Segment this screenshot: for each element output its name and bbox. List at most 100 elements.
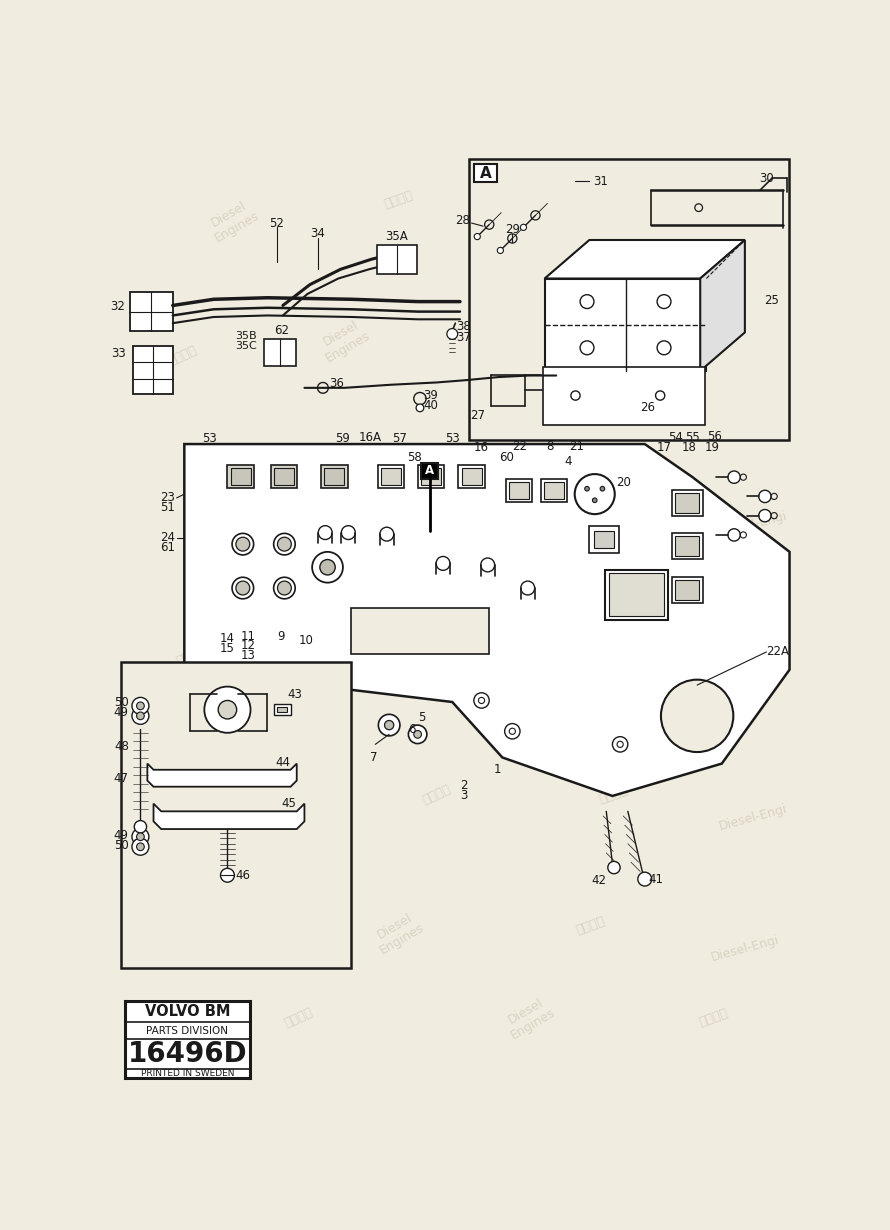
Circle shape <box>378 715 400 736</box>
Circle shape <box>205 686 251 733</box>
Text: 42: 42 <box>591 875 606 887</box>
Polygon shape <box>148 764 296 787</box>
Text: 36: 36 <box>329 376 344 390</box>
Text: 22A: 22A <box>765 646 789 658</box>
Text: 30: 30 <box>759 172 773 184</box>
Text: 46: 46 <box>235 868 250 882</box>
Bar <box>458 465 485 488</box>
Circle shape <box>132 828 149 845</box>
Polygon shape <box>700 240 745 371</box>
Text: 12: 12 <box>240 640 255 652</box>
Bar <box>121 662 351 968</box>
Text: Diesel
Engines: Diesel Engines <box>316 316 373 364</box>
Text: Diesel
Engines: Diesel Engines <box>354 631 411 680</box>
Circle shape <box>320 560 336 574</box>
Text: 2: 2 <box>460 779 467 792</box>
Bar <box>469 159 789 440</box>
Text: 18: 18 <box>682 442 697 454</box>
Text: Diesel-Engi: Diesel-Engi <box>709 934 781 964</box>
Bar <box>263 338 296 367</box>
Text: 59: 59 <box>336 432 351 445</box>
Circle shape <box>661 680 733 752</box>
Text: 52: 52 <box>270 216 284 230</box>
Text: 9: 9 <box>278 630 285 643</box>
Polygon shape <box>184 444 789 796</box>
Text: 58: 58 <box>407 451 422 465</box>
Text: 45: 45 <box>281 797 296 811</box>
Bar <box>133 347 173 394</box>
Circle shape <box>132 707 149 724</box>
Text: 16496D: 16496D <box>127 1039 247 1068</box>
Text: Diesel
Engines: Diesel Engines <box>501 994 558 1042</box>
Bar <box>376 245 417 274</box>
Text: 35C: 35C <box>235 341 256 352</box>
Circle shape <box>417 403 424 412</box>
Text: 16A: 16A <box>359 430 382 444</box>
Text: 聚发动力: 聚发动力 <box>174 643 206 668</box>
Circle shape <box>132 697 149 715</box>
Text: PARTS DIVISION: PARTS DIVISION <box>146 1026 229 1036</box>
Circle shape <box>409 726 427 744</box>
Bar <box>675 536 700 556</box>
Bar <box>589 526 619 552</box>
Text: 聚发动力: 聚发动力 <box>620 483 653 506</box>
Text: A: A <box>425 465 434 477</box>
Bar <box>675 581 700 600</box>
Text: 50: 50 <box>114 695 129 708</box>
Text: Diesel-Engi: Diesel-Engi <box>717 802 789 833</box>
Bar <box>421 467 441 485</box>
Text: 54: 54 <box>668 432 683 444</box>
Text: 53: 53 <box>445 432 459 445</box>
Circle shape <box>509 728 515 734</box>
Circle shape <box>278 581 291 595</box>
Bar <box>271 465 296 488</box>
Bar <box>462 467 481 485</box>
Text: 聚发动力: 聚发动力 <box>683 221 715 244</box>
Circle shape <box>498 247 504 253</box>
Bar <box>672 491 702 517</box>
Text: Diesel-Engi: Diesel-Engi <box>540 198 611 229</box>
Text: 53: 53 <box>202 432 217 445</box>
Text: 39: 39 <box>424 389 438 402</box>
Circle shape <box>608 861 620 873</box>
Bar <box>351 608 490 654</box>
Text: 34: 34 <box>310 228 325 240</box>
Circle shape <box>759 509 771 522</box>
Bar <box>509 482 530 498</box>
Text: 16: 16 <box>473 442 489 454</box>
Text: 49: 49 <box>114 829 129 841</box>
Text: 48: 48 <box>114 740 129 753</box>
Text: 3: 3 <box>460 790 467 802</box>
Text: 6: 6 <box>409 723 416 737</box>
Circle shape <box>136 712 144 720</box>
Bar <box>321 465 348 488</box>
Text: 25: 25 <box>765 294 780 306</box>
Bar <box>325 467 344 485</box>
Bar <box>604 569 668 620</box>
Text: 38: 38 <box>457 320 471 333</box>
Text: 27: 27 <box>470 410 485 422</box>
Text: 4: 4 <box>564 455 571 469</box>
Text: 1: 1 <box>493 764 501 776</box>
Circle shape <box>585 486 589 491</box>
Text: 29: 29 <box>505 223 520 236</box>
Text: 49: 49 <box>114 706 129 718</box>
Text: 聚发动力: 聚发动力 <box>421 782 453 807</box>
Circle shape <box>600 486 604 491</box>
Circle shape <box>236 538 250 551</box>
Text: Diesel
Engines: Diesel Engines <box>200 785 257 834</box>
Bar <box>377 465 404 488</box>
Bar <box>594 531 614 549</box>
Bar <box>277 706 287 712</box>
Bar <box>543 367 705 424</box>
Text: 17: 17 <box>657 442 672 454</box>
Bar <box>125 1001 250 1077</box>
Circle shape <box>132 839 149 855</box>
Bar <box>422 464 439 478</box>
Bar <box>231 467 251 485</box>
Circle shape <box>136 702 144 710</box>
Circle shape <box>728 529 740 541</box>
Bar <box>545 278 707 371</box>
Text: 60: 60 <box>498 451 514 465</box>
Circle shape <box>728 471 740 483</box>
